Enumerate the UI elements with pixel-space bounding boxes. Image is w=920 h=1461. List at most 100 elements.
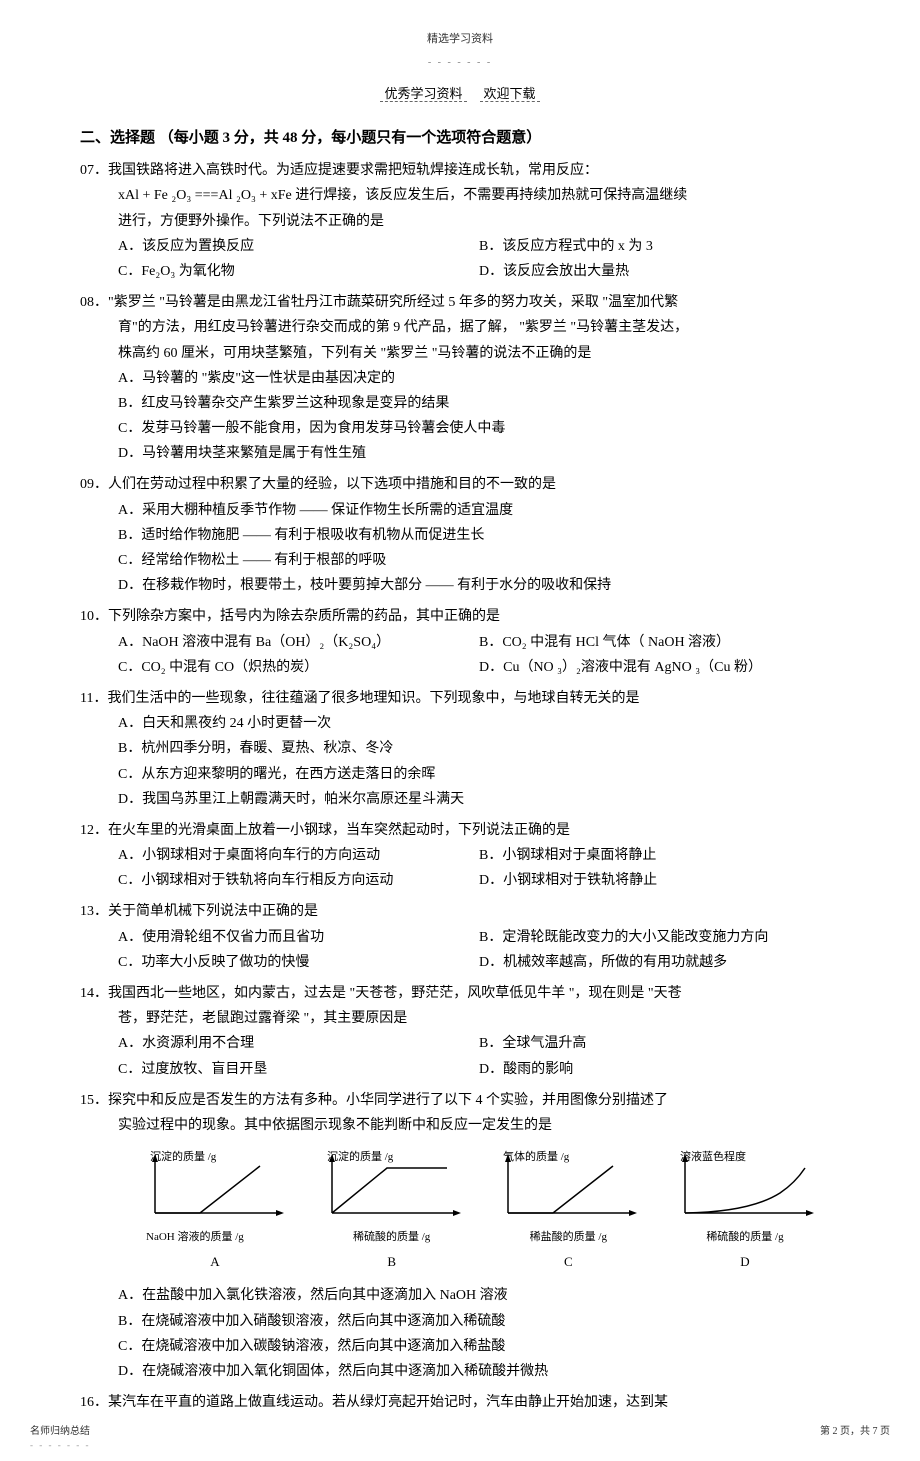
q08-opt-d: D．马铃薯用块茎来繁殖是属于有性生殖 — [118, 441, 840, 466]
question-16: 16．某汽车在平直的道路上做直线运动。若从绿灯亮起开始记时，汽车由静止开始加速，… — [80, 1390, 840, 1415]
q11-num: 11． — [80, 691, 107, 706]
chart-d-tag: D — [670, 1250, 820, 1273]
question-07: 07．我国铁路将进入高铁时代。为适应提速要求需把短轨焊接连成长轨，常用反应： x… — [80, 158, 840, 284]
q11-opt-a: A．白天和黑夜约 24 小时更替一次 — [118, 711, 840, 736]
q13-opt-d: D．机械效率越高，所做的有用功就越多 — [479, 950, 840, 975]
top-header-dots: - - - - - - - — [80, 54, 840, 72]
q15-opt-c: C．在烧碱溶液中加入碳酸钠溶液，然后向其中逐滴加入稀盐酸 — [118, 1334, 840, 1359]
q14-l2: 苍，野茫茫，老鼠跑过露脊梁 "，其主要原因是 — [118, 1006, 840, 1031]
q07-opt-d: D．该反应会放出大量热 — [479, 259, 840, 284]
q07-l3: 进行，方便野外操作。下列说法不正确的是 — [118, 209, 840, 234]
q11-opt-d: D．我国乌苏里江上朝霞满天时，帕米尔高原还星斗满天 — [118, 787, 840, 812]
q09-opt-a: A．采用大棚种植反季节作物 —— 保证作物生长所需的适宜温度 — [118, 498, 840, 523]
q11-l1: 我们生活中的一些现象，往往蕴涵了很多地理知识。下列现象中，与地球自转无关的是 — [107, 691, 639, 706]
chart-b: 沉淀的质量 /g 稀硫酸的质量 /g B — [317, 1148, 467, 1273]
chart-c-xlabel: 稀盐酸的质量 /g — [493, 1228, 643, 1248]
q07-num: 07． — [80, 163, 108, 178]
q12-opt-c: C．小钢球相对于铁轨将向车行相反方向运动 — [118, 868, 479, 893]
chart-a-svg: 沉淀的质量 /g — [140, 1148, 290, 1228]
chart-c-svg: 气体的质量 /g — [493, 1148, 643, 1228]
q10-opt-a: A．NaOH 溶液中混有 Ba（OH）₂（K₂SO₄） — [118, 630, 479, 655]
charts-row: 沉淀的质量 /g NaOH 溶液的质量 /g A 沉淀的质量 /g 稀硫酸的质量… — [140, 1148, 820, 1273]
question-15: 15．探究中和反应是否发生的方法有多种。小华同学进行了以下 4 个实验，并用图像… — [80, 1088, 840, 1384]
chart-d-xlabel: 稀硫酸的质量 /g — [670, 1228, 820, 1248]
sub-header-right: 欢迎下载 — [480, 86, 540, 102]
question-10: 10．下列除杂方案中，括号内为除去杂质所需的药品，其中正确的是 A．NaOH 溶… — [80, 604, 840, 680]
q11-opt-c: C．从东方迎来黎明的曙光，在西方送走落日的余晖 — [118, 762, 840, 787]
q07-opt-b: B．该反应方程式中的 x 为 3 — [479, 234, 840, 259]
top-header: 精选学习资料 — [80, 30, 840, 50]
chart-a-tag: A — [140, 1250, 290, 1273]
question-13: 13．关于简单机械下列说法中正确的是 A．使用滑轮组不仅省力而且省功 B．定滑轮… — [80, 899, 840, 975]
q14-opt-c: C．过度放牧、盲目开垦 — [118, 1057, 479, 1082]
q09-opt-b: B．适时给作物施肥 —— 有利于根吸收有机物从而促进生长 — [118, 523, 840, 548]
q16-num: 16． — [80, 1395, 108, 1410]
q09-num: 09． — [80, 477, 108, 492]
q10-l1: 下列除杂方案中，括号内为除去杂质所需的药品，其中正确的是 — [108, 609, 500, 624]
footer-left-dots: - - - - - - - — [30, 1437, 90, 1453]
q13-opt-c: C．功率大小反映了做功的快慢 — [118, 950, 479, 975]
chart-a: 沉淀的质量 /g NaOH 溶液的质量 /g A — [140, 1148, 290, 1273]
q13-opt-b: B．定滑轮既能改变力的大小又能改变施力方向 — [479, 925, 840, 950]
q08-num: 08． — [80, 295, 108, 310]
q15-opt-b: B．在烧碱溶液中加入硝酸钡溶液，然后向其中逐滴加入稀硫酸 — [118, 1309, 840, 1334]
q12-opt-d: D．小钢球相对于铁轨将静止 — [479, 868, 840, 893]
question-14: 14．我国西北一些地区，如内蒙古，过去是 "天苍苍，野茫茫，风吹草低见牛羊 "，… — [80, 981, 840, 1082]
q08-l1: "紫罗兰 "马铃薯是由黑龙江省牡丹江市蔬菜研究所经过 5 年多的努力攻关，采取 … — [108, 295, 678, 310]
q14-opt-b: B．全球气温升高 — [479, 1031, 840, 1056]
chart-b-tag: B — [317, 1250, 467, 1273]
q10-opt-b: B．CO₂ 中混有 HCl 气体（ NaOH 溶液） — [479, 630, 840, 655]
q13-l1: 关于简单机械下列说法中正确的是 — [108, 904, 318, 919]
question-09: 09．人们在劳动过程中积累了大量的经验，以下选项中措施和目的不一致的是 A．采用… — [80, 472, 840, 598]
q12-num: 12． — [80, 823, 108, 838]
section-title: 二、选择题 （每小题 3 分，共 48 分，每小题只有一个选项符合题意） — [80, 125, 840, 152]
q15-opt-a: A．在盐酸中加入氯化铁溶液，然后向其中逐滴加入 NaOH 溶液 — [118, 1283, 840, 1308]
q09-opt-d: D．在移栽作物时，根要带土，枝叶要剪掉大部分 —— 有利于水分的吸收和保持 — [118, 573, 840, 598]
question-11: 11．我们生活中的一些现象，往往蕴涵了很多地理知识。下列现象中，与地球自转无关的… — [80, 686, 840, 812]
q13-num: 13． — [80, 904, 108, 919]
q10-opt-c: C．CO₂ 中混有 CO（炽热的炭） — [118, 655, 479, 680]
chart-d-ylabel: 溶液蓝色程度 — [680, 1149, 746, 1163]
q08-l3: 株高约 60 厘米，可用块茎繁殖，下列有关 "紫罗兰 "马铃薯的说法不正确的是 — [118, 341, 840, 366]
q11-opt-b: B．杭州四季分明，春暖、夏热、秋凉、冬冷 — [118, 736, 840, 761]
q15-opt-d: D．在烧碱溶液中加入氧化铜固体，然后向其中逐滴加入稀硫酸并微热 — [118, 1359, 840, 1384]
q15-l1: 探究中和反应是否发生的方法有多种。小华同学进行了以下 4 个实验，并用图像分别描… — [108, 1093, 668, 1108]
chart-c-tag: C — [493, 1250, 643, 1273]
question-12: 12．在火车里的光滑桌面上放着一小钢球，当车突然起动时，下列说法正确的是 A．小… — [80, 818, 840, 894]
q14-opt-d: D．酸雨的影响 — [479, 1057, 840, 1082]
q14-l1: 我国西北一些地区，如内蒙古，过去是 "天苍苍，野茫茫，风吹草低见牛羊 "，现在则… — [108, 986, 682, 1001]
sub-header-left: 优秀学习资料 — [380, 86, 466, 102]
question-08: 08．"紫罗兰 "马铃薯是由黑龙江省牡丹江市蔬菜研究所经过 5 年多的努力攻关，… — [80, 290, 840, 466]
q13-opt-a: A．使用滑轮组不仅省力而且省功 — [118, 925, 479, 950]
q07-opt-a: A．该反应为置换反应 — [118, 234, 479, 259]
chart-a-xlabel: NaOH 溶液的质量 /g — [146, 1228, 290, 1248]
q15-l2: 实验过程中的现象。其中依据图示现象不能判断中和反应一定发生的是 — [118, 1113, 840, 1138]
q15-num: 15． — [80, 1093, 108, 1108]
q10-opt-d: D．Cu（NO ₃）₂溶液中混有 AgNO ₃（Cu 粉） — [479, 655, 840, 680]
q09-opt-c: C．经常给作物松土 —— 有利于根部的呼吸 — [118, 548, 840, 573]
q08-opt-a: A．马铃薯的 "紫皮"这一性状是由基因决定的 — [118, 366, 840, 391]
chart-b-ylabel: 沉淀的质量 /g — [327, 1149, 394, 1163]
q08-opt-c: C．发芽马铃薯一般不能食用，因为食用发芽马铃薯会使人中毒 — [118, 416, 840, 441]
q07-opt-c: C．Fe₂O₃ 为氧化物 — [118, 259, 479, 284]
q12-opt-b: B．小钢球相对于桌面将静止 — [479, 843, 840, 868]
q12-opt-a: A．小钢球相对于桌面将向车行的方向运动 — [118, 843, 479, 868]
chart-b-svg: 沉淀的质量 /g — [317, 1148, 467, 1228]
q10-num: 10． — [80, 609, 108, 624]
q16-l1: 某汽车在平直的道路上做直线运动。若从绿灯亮起开始记时，汽车由静止开始加速，达到某 — [108, 1395, 668, 1410]
q09-l1: 人们在劳动过程中积累了大量的经验，以下选项中措施和目的不一致的是 — [108, 477, 556, 492]
sub-header: 优秀学习资料 欢迎下载 — [80, 82, 840, 105]
chart-c: 气体的质量 /g 稀盐酸的质量 /g C — [493, 1148, 643, 1273]
q08-opt-b: B．红皮马铃薯杂交产生紫罗兰这种现象是变异的结果 — [118, 391, 840, 416]
q12-l1: 在火车里的光滑桌面上放着一小钢球，当车突然起动时，下列说法正确的是 — [108, 823, 570, 838]
q14-num: 14． — [80, 986, 108, 1001]
q14-opt-a: A．水资源利用不合理 — [118, 1031, 479, 1056]
q07-l2: xAl + Fe ₂O₃ ===Al ₂O₃ + xFe 进行焊接，该反应发生后… — [118, 188, 687, 203]
footer-right: 第 2 页，共 7 页 — [820, 1423, 890, 1441]
chart-d: 溶液蓝色程度 稀硫酸的质量 /g D — [670, 1148, 820, 1273]
chart-a-ylabel: 沉淀的质量 /g — [150, 1149, 217, 1163]
chart-c-ylabel: 气体的质量 /g — [503, 1149, 570, 1163]
q08-l2: 育"的方法，用红皮马铃薯进行杂交而成的第 9 代产品，据了解， "紫罗兰 "马铃… — [118, 315, 840, 340]
chart-b-xlabel: 稀硫酸的质量 /g — [317, 1228, 467, 1248]
q07-l1: 我国铁路将进入高铁时代。为适应提速要求需把短轨焊接连成长轨，常用反应： — [108, 163, 598, 178]
